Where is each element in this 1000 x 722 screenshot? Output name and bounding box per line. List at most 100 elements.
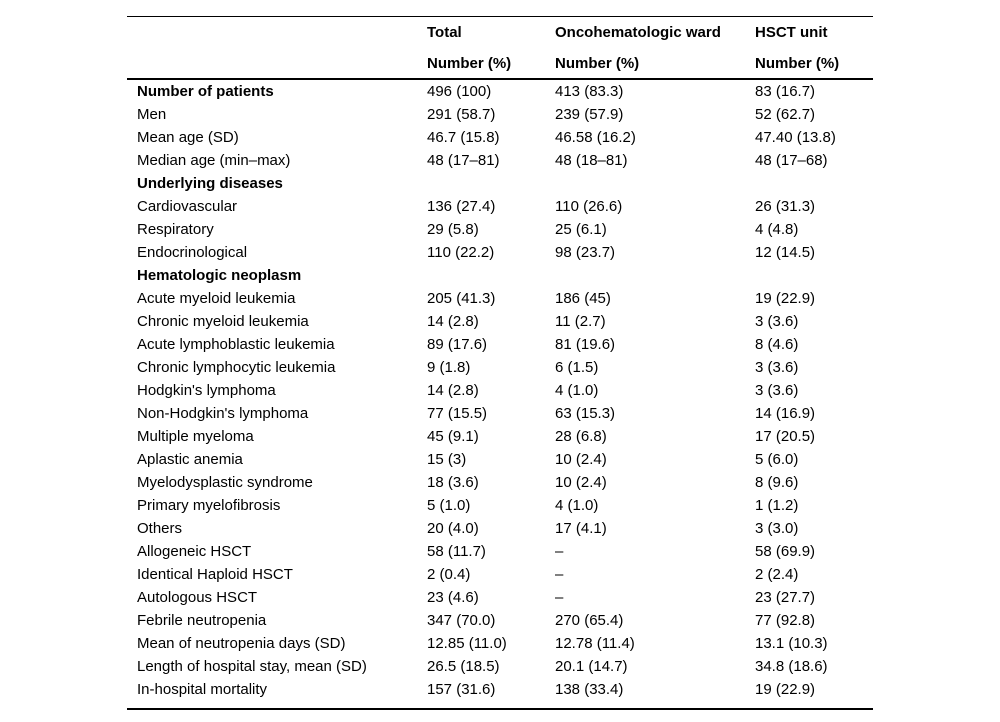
row-value: 10 (2.4): [555, 474, 607, 491]
column-title: HSCT unit: [755, 24, 828, 41]
row-label: Primary myelofibrosis: [137, 497, 281, 514]
row-value: 10 (2.4): [555, 451, 607, 468]
row-value: 83 (16.7): [755, 83, 816, 100]
column-title: Oncohematologic ward: [555, 24, 721, 41]
row-label: Mean of neutropenia days (SD): [137, 635, 346, 652]
row-value: [555, 264, 755, 287]
column-subtitle: Number (%): [427, 55, 512, 72]
row-value: 52 (62.7): [755, 106, 816, 123]
row-value: 18 (3.6): [427, 474, 479, 491]
table-row: Median age (min–max) 48 (17–81) 48 (18–81)…: [127, 149, 873, 172]
table-row: Endocrinological 110 (22.2) 98 (23.7) 12 (1…: [127, 241, 873, 264]
row-value: 23 (4.6): [427, 589, 479, 606]
row-value: 17 (20.5): [755, 428, 816, 445]
row-value: 45 (9.1): [427, 428, 479, 445]
table-row: Non-Hodgkin's lymphoma 77 (15.5) 63 (15.3)…: [127, 402, 873, 425]
row-value: 138 (33.4): [555, 681, 624, 698]
table-row: Chronic myeloid leukemia 14 (2.8) 11 (2.7)…: [127, 310, 873, 333]
row-value: 3 (3.6): [755, 359, 799, 376]
table-row: Hodgkin's lymphoma 14 (2.8) 4 (1.0) 3 (3.6): [127, 379, 873, 402]
row-value: 1 (1.2): [755, 497, 799, 514]
row-value: –: [555, 589, 564, 606]
row-value: 8 (9.6): [755, 474, 799, 491]
row-value: 6 (1.5): [555, 359, 599, 376]
row-label: Hematologic neoplasm: [137, 267, 302, 284]
row-value: [755, 172, 873, 195]
row-value: 58 (11.7): [427, 543, 486, 560]
row-value: 12.85 (11.0): [427, 635, 507, 652]
row-label: Respiratory: [137, 221, 214, 238]
row-value: [427, 264, 555, 287]
row-value: 48 (17–81): [427, 152, 500, 169]
column-title: [127, 25, 427, 41]
row-value: 29 (5.8): [427, 221, 479, 238]
column-subtitle: [127, 56, 427, 72]
row-value: 205 (41.3): [427, 290, 496, 307]
row-label: In-hospital mortality: [137, 681, 268, 698]
table-row: Autologous HSCT 23 (4.6) – 23 (27.7): [127, 586, 873, 609]
table-row: Multiple myeloma 45 (9.1) 28 (6.8) 17 (20.5…: [127, 425, 873, 448]
row-value: 19 (22.9): [755, 290, 816, 307]
row-label: Multiple myeloma: [137, 428, 254, 445]
row-value: [755, 264, 873, 287]
row-value: 8 (4.6): [755, 336, 799, 353]
row-value: 12 (14.5): [755, 244, 816, 261]
row-value: 14 (16.9): [755, 405, 816, 422]
row-value: 34.8 (18.6): [755, 658, 828, 675]
row-label: Acute lymphoblastic leukemia: [137, 336, 335, 353]
header-row: Total Number (%) Oncohematologic ward Nu…: [127, 17, 873, 80]
row-value: –: [555, 543, 564, 560]
row-value: 81 (19.6): [555, 336, 616, 353]
row-value: 136 (27.4): [427, 198, 496, 215]
row-value: 15 (3): [427, 451, 467, 468]
table-row: Others 20 (4.0) 17 (4.1) 3 (3.0): [127, 517, 873, 540]
row-value: –: [555, 566, 564, 583]
table-row: Acute lymphoblastic leukemia 89 (17.6) 81 …: [127, 333, 873, 356]
column-subtitle: Number (%): [755, 55, 840, 72]
row-value: 77 (15.5): [427, 405, 488, 422]
table-row: Number of patients 496 (100) 413 (83.3) 83 …: [127, 79, 873, 103]
table-row: Aplastic anemia 15 (3) 10 (2.4) 5 (6.0): [127, 448, 873, 471]
row-value: 23 (27.7): [755, 589, 816, 606]
row-value: [427, 172, 555, 195]
row-label: Others: [137, 520, 183, 537]
column-subtitle: Number (%): [555, 55, 640, 72]
table-row: Respiratory 29 (5.8) 25 (6.1) 4 (4.8): [127, 218, 873, 241]
table-body: Number of patients 496 (100) 413 (83.3) 83 …: [127, 79, 873, 709]
row-value: 58 (69.9): [755, 543, 816, 560]
row-label: Non-Hodgkin's lymphoma: [137, 405, 309, 422]
row-value: 413 (83.3): [555, 83, 624, 100]
row-value: 291 (58.7): [427, 106, 496, 123]
row-label: Cardiovascular: [137, 198, 238, 215]
row-label: Myelodysplastic syndrome: [137, 474, 313, 491]
row-value: 2 (2.4): [755, 566, 799, 583]
row-value: 26 (31.3): [755, 198, 816, 215]
table-row: Cardiovascular 136 (27.4) 110 (26.6) 26 (31…: [127, 195, 873, 218]
table-row: Myelodysplastic syndrome 18 (3.6) 10 (2.4)…: [127, 471, 873, 494]
row-value: 4 (4.8): [755, 221, 799, 238]
row-value: 48 (17–68): [755, 152, 828, 169]
table-row: Chronic lymphocytic leukemia 9 (1.8) 6 (1.…: [127, 356, 873, 379]
header-oncohematologic-ward: Oncohematologic ward Number (%): [555, 17, 755, 80]
row-label: Autologous HSCT: [137, 589, 258, 606]
row-label: Median age (min–max): [137, 152, 291, 169]
table-row: Identical Haploid HSCT 2 (0.4) – 2 (2.4): [127, 563, 873, 586]
row-value: 3 (3.0): [755, 520, 799, 537]
row-label: Men: [137, 106, 167, 123]
section-row: Hematologic neoplasm: [127, 264, 873, 287]
row-value: 46.7 (15.8): [427, 129, 500, 146]
row-value: 47.40 (13.8): [755, 129, 836, 146]
row-value: 13.1 (10.3): [755, 635, 828, 652]
row-value: 89 (17.6): [427, 336, 488, 353]
row-value: 110 (22.2): [427, 244, 495, 261]
row-value: 17 (4.1): [555, 520, 607, 537]
patient-characteristics-table: Total Number (%) Oncohematologic ward Nu…: [127, 16, 873, 710]
table-row: Acute myeloid leukemia 205 (41.3) 186 (45)…: [127, 287, 873, 310]
row-value: 3 (3.6): [755, 382, 799, 399]
row-label: Allogeneic HSCT: [137, 543, 252, 560]
row-label: Febrile neutropenia: [137, 612, 267, 629]
row-value: 63 (15.3): [555, 405, 616, 422]
row-value: 347 (70.0): [427, 612, 496, 629]
row-value: 14 (2.8): [427, 382, 479, 399]
column-title: Total: [427, 24, 462, 41]
